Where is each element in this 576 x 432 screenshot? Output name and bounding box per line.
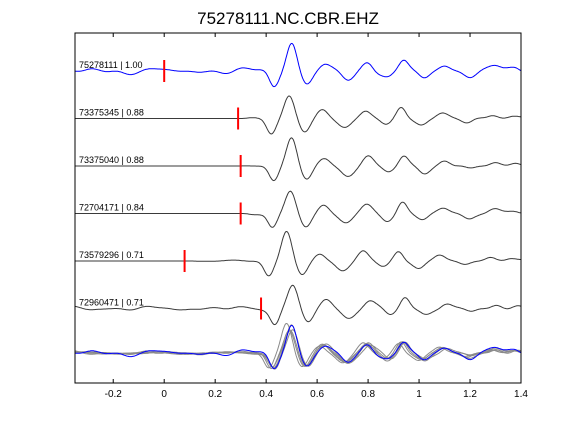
trace-label-4: 73579296 | 0.71 — [79, 250, 144, 260]
trace-line-5 — [74, 284, 522, 326]
x-tick-label-3: 0.4 — [259, 389, 273, 400]
trace-layer — [74, 42, 522, 326]
trace-label-5: 72960471 | 0.71 — [79, 298, 144, 308]
x-tick-label-2: 0.2 — [208, 389, 222, 400]
trace-label-1: 73375345 | 0.88 — [79, 108, 144, 118]
trace-line-4 — [75, 230, 521, 277]
x-tick-label-0: -0.2 — [105, 389, 123, 400]
x-tick-label-8: 1.4 — [514, 389, 528, 400]
trace-line-2 — [75, 137, 522, 182]
x-tick-label-7: 1.2 — [463, 389, 477, 400]
x-axis: -0.2 0 0.2 0.4 0.6 0.8 1 1.2 1.4 — [105, 33, 528, 400]
chart-title: 75278111.NC.CBR.EHZ — [197, 9, 379, 28]
x-tick-label-4: 0.6 — [310, 389, 324, 400]
trace-line-3 — [75, 190, 522, 228]
trace-line-1 — [75, 95, 522, 135]
axes-frame — [74, 32, 522, 384]
pick-markers — [163, 60, 263, 320]
trace-line-0 — [74, 42, 522, 88]
overlay-line-4 — [74, 322, 521, 369]
overlay-line-0 — [74, 324, 522, 370]
x-tick-label-5: 0.8 — [361, 389, 375, 400]
trace-label-3: 72704171 | 0.84 — [79, 203, 144, 213]
trace-labels: 75278111 | 1.00 73375345 | 0.88 73375040 |… — [79, 60, 144, 308]
stacked-overlay — [74, 322, 522, 370]
x-tick-label-1: 0 — [161, 389, 167, 400]
trace-label-2: 73375040 | 0.88 — [79, 155, 144, 165]
x-tick-label-6: 1 — [416, 389, 422, 400]
trace-label-0: 75278111 | 1.00 — [79, 60, 143, 70]
